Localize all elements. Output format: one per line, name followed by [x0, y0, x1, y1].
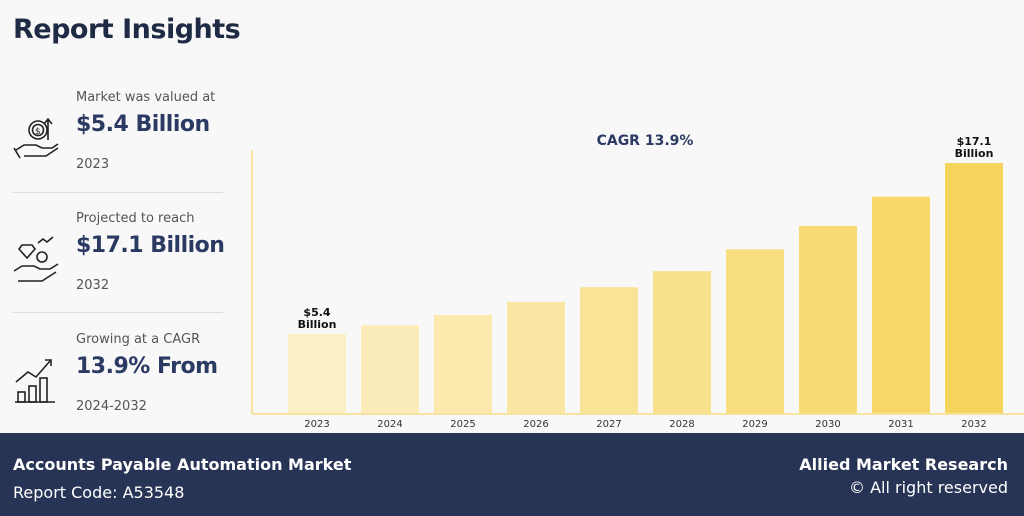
growth-chart-icon	[15, 359, 55, 403]
bar-2028	[653, 271, 711, 413]
bar-2023	[288, 334, 346, 413]
data-label: $17.1	[957, 135, 992, 148]
data-label: Billion	[298, 318, 337, 331]
brand-name: Allied Market Research	[799, 455, 1008, 474]
stat-cagr: Growing at a CAGR 13.9% From 2024-2032	[12, 332, 224, 450]
bar-2025	[434, 315, 492, 413]
stat-projected-value: Projected to reach $17.1 Billion 2032	[12, 211, 225, 329]
x-tick-label: 2029	[742, 419, 767, 430]
market-name: Accounts Payable Automation Market	[13, 455, 352, 474]
hand-diamond-coin-icon	[13, 236, 59, 282]
x-tick-label: 2030	[815, 419, 840, 430]
bar-2027	[580, 287, 638, 413]
data-label: Billion	[955, 147, 994, 160]
bar-2029	[726, 249, 784, 413]
x-tick-label: 2028	[669, 419, 694, 430]
footer: Accounts Payable Automation Market Repor…	[0, 433, 1024, 516]
rights-text: © All right reserved	[849, 478, 1008, 497]
bar-2024	[361, 325, 419, 413]
bar-2031	[872, 196, 930, 413]
stat-market-value: $ Market was valued at $5.4 Billion 2023	[12, 90, 224, 208]
x-tick-label: 2024	[377, 419, 402, 430]
svg-text:$: $	[35, 127, 41, 137]
x-tick-label: 2023	[304, 419, 329, 430]
bar-2030	[799, 225, 857, 413]
x-tick-label: 2032	[961, 419, 986, 430]
x-tick-label: 2026	[523, 419, 548, 430]
page-title: Report Insights	[13, 14, 241, 45]
divider	[13, 192, 223, 193]
divider	[13, 312, 223, 313]
hand-coin-arrow-icon: $	[13, 117, 59, 159]
report-code: Report Code: A53548	[13, 483, 185, 502]
data-label: $5.4	[303, 306, 330, 319]
x-tick-label: 2025	[450, 419, 475, 430]
x-tick-label: 2027	[596, 419, 621, 430]
chart-title: CAGR 13.9%	[597, 133, 694, 149]
bar-2026	[507, 301, 565, 413]
bar-2032	[945, 163, 1003, 413]
x-tick-label: 2031	[888, 419, 913, 430]
